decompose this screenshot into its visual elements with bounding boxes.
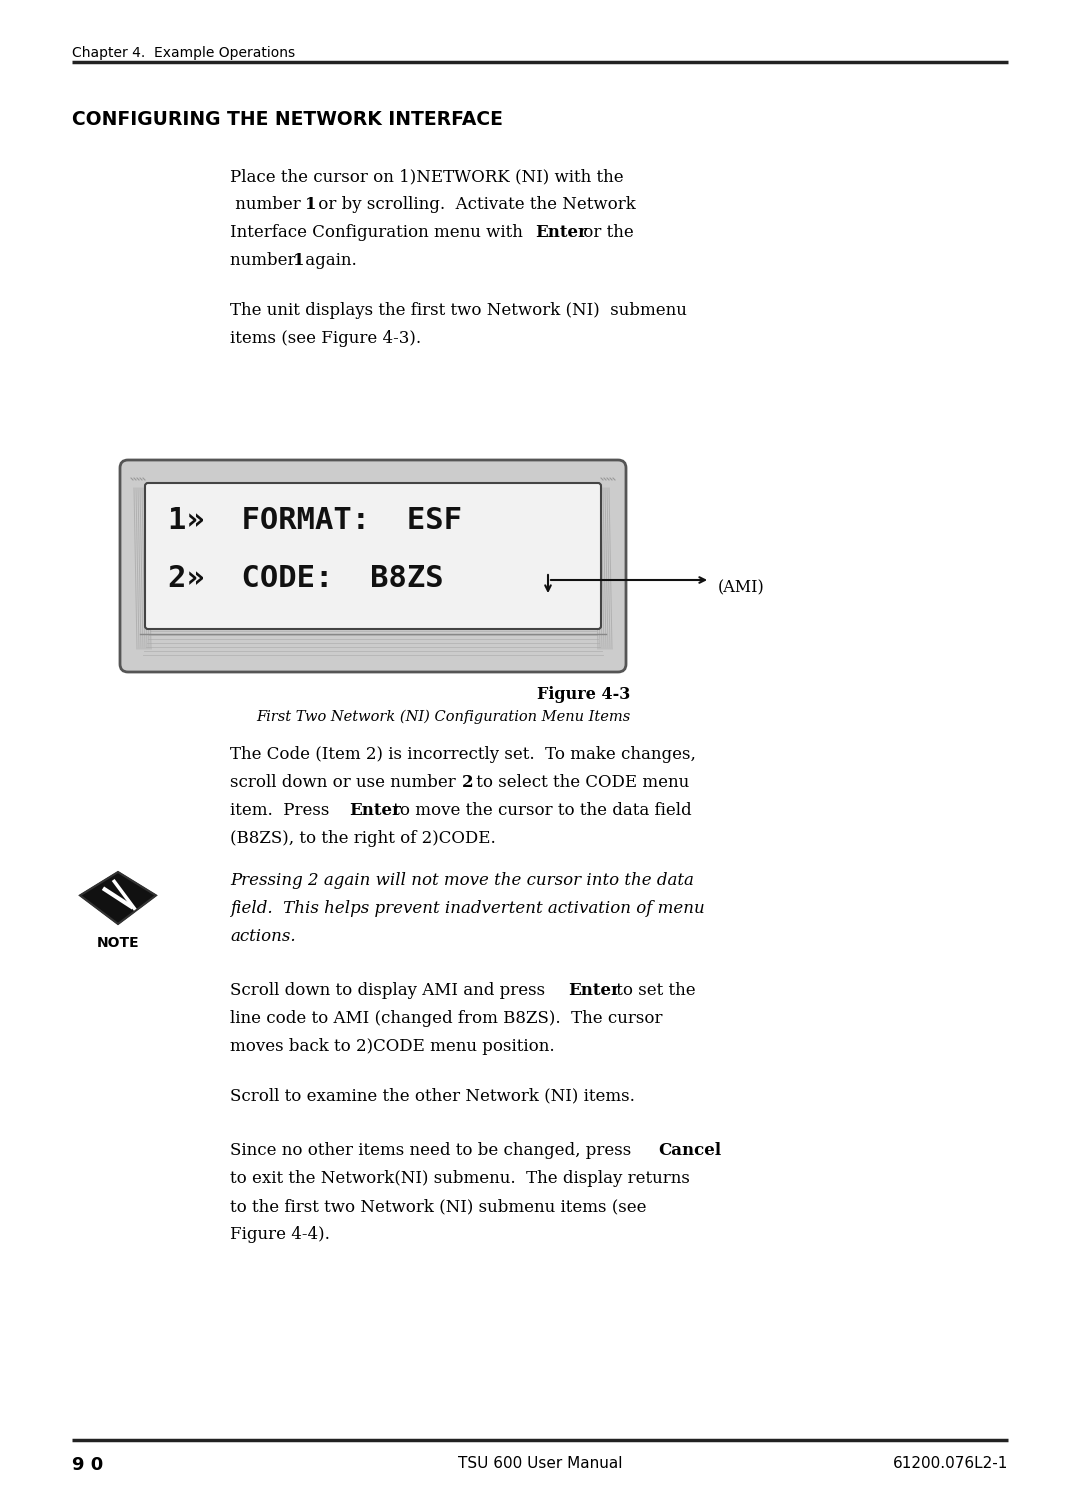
Text: Cancel: Cancel [658, 1142, 721, 1160]
Text: or the: or the [578, 224, 634, 240]
Text: (B8ZS), to the right of 2)CODE.: (B8ZS), to the right of 2)CODE. [230, 831, 496, 847]
Text: number: number [230, 195, 306, 213]
Text: Figure 4-3: Figure 4-3 [537, 686, 630, 703]
Text: 2»  CODE:  B8ZS: 2» CODE: B8ZS [168, 563, 444, 593]
Text: 2: 2 [462, 774, 474, 792]
Text: First Two Network (NI) Configuration Menu Items: First Two Network (NI) Configuration Men… [256, 710, 630, 724]
Polygon shape [80, 873, 156, 924]
Text: again.: again. [300, 252, 356, 269]
Text: actions.: actions. [230, 928, 296, 945]
Text: Scroll down to display AMI and press: Scroll down to display AMI and press [230, 982, 551, 999]
Text: 9 0: 9 0 [72, 1455, 104, 1473]
Text: The Code (Item 2) is incorrectly set.  To make changes,: The Code (Item 2) is incorrectly set. To… [230, 746, 696, 763]
Text: Enter: Enter [349, 802, 401, 819]
Text: Enter: Enter [568, 982, 620, 999]
Text: 1»  FORMAT:  ESF: 1» FORMAT: ESF [168, 506, 462, 535]
Text: to exit the Network(NI) submenu.  The display returns: to exit the Network(NI) submenu. The dis… [230, 1170, 690, 1187]
Text: field.  This helps prevent inadvertent activation of menu: field. This helps prevent inadvertent ac… [230, 900, 705, 918]
Text: moves back to 2)CODE menu position.: moves back to 2)CODE menu position. [230, 1038, 555, 1054]
Text: or by scrolling.  Activate the Network: or by scrolling. Activate the Network [313, 195, 636, 213]
Text: Chapter 4.  Example Operations: Chapter 4. Example Operations [72, 47, 295, 60]
Text: NOTE: NOTE [97, 936, 139, 949]
Text: to move the cursor to the data field: to move the cursor to the data field [388, 802, 691, 819]
Text: Pressing 2 again will not move the cursor into the data: Pressing 2 again will not move the curso… [230, 873, 693, 889]
Text: line code to AMI (changed from B8ZS).  The cursor: line code to AMI (changed from B8ZS). Th… [230, 1009, 662, 1027]
Text: 1: 1 [305, 195, 316, 213]
Text: to select the CODE menu: to select the CODE menu [471, 774, 689, 792]
Text: CONFIGURING THE NETWORK INTERFACE: CONFIGURING THE NETWORK INTERFACE [72, 110, 503, 129]
Text: Scroll to examine the other Network (NI) items.: Scroll to examine the other Network (NI)… [230, 1087, 635, 1104]
Text: item.  Press: item. Press [230, 802, 335, 819]
Text: Interface Configuration menu with: Interface Configuration menu with [230, 224, 528, 240]
Text: Figure 4-4).: Figure 4-4). [230, 1226, 329, 1244]
Text: to the first two Network (NI) submenu items (see: to the first two Network (NI) submenu it… [230, 1199, 647, 1215]
Text: 61200.076L2-1: 61200.076L2-1 [893, 1455, 1008, 1470]
Text: number: number [230, 252, 300, 269]
Text: scroll down or use number: scroll down or use number [230, 774, 461, 792]
Text: (AMI): (AMI) [718, 580, 765, 596]
Text: 1: 1 [293, 252, 305, 269]
Text: to set the: to set the [611, 982, 696, 999]
Text: Enter: Enter [535, 224, 586, 240]
Text: The unit displays the first two Network (NI)  submenu: The unit displays the first two Network … [230, 302, 687, 318]
Text: Since no other items need to be changed, press: Since no other items need to be changed,… [230, 1142, 636, 1160]
FancyBboxPatch shape [120, 460, 626, 671]
Text: items (see Figure 4-3).: items (see Figure 4-3). [230, 330, 421, 347]
FancyBboxPatch shape [145, 484, 600, 629]
Text: Place the cursor on 1)NETWORK (NI) with the: Place the cursor on 1)NETWORK (NI) with … [230, 168, 623, 185]
Text: TSU 600 User Manual: TSU 600 User Manual [458, 1455, 622, 1470]
